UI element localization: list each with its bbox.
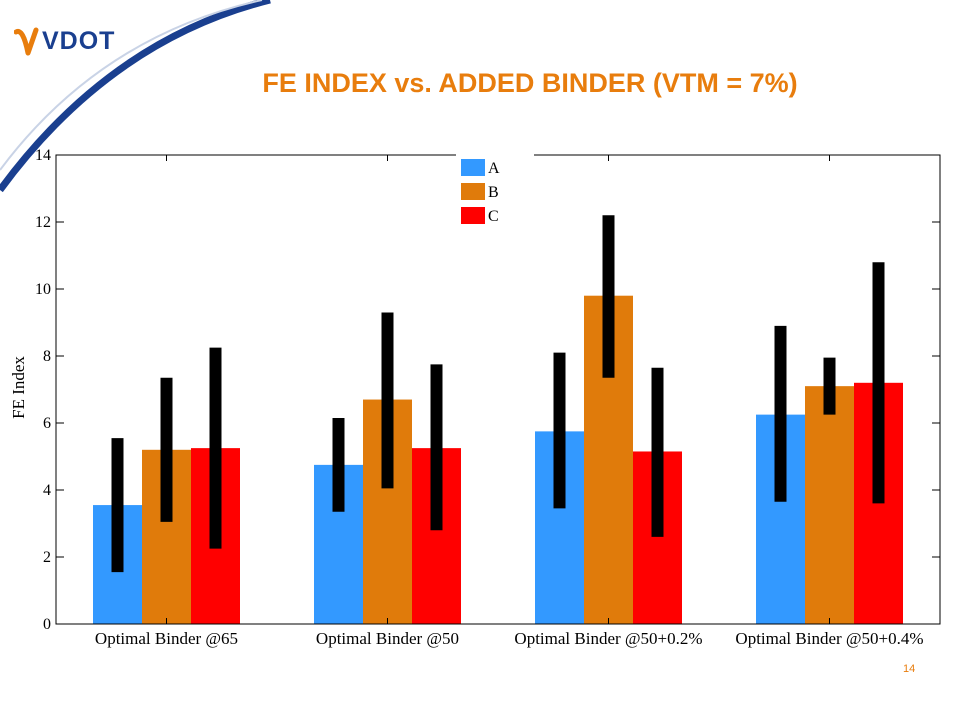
y-tick-label: 4	[43, 482, 51, 499]
y-tick-label: 10	[35, 281, 51, 298]
x-tick-label: Optimal Binder @50	[316, 629, 459, 648]
page-number: 14	[903, 663, 916, 675]
y-axis-label: FE Index	[9, 356, 28, 419]
logo-swoosh-icon	[14, 27, 39, 56]
bar-b	[805, 386, 854, 624]
legend-swatch-b	[461, 183, 485, 200]
slide-title: FE INDEX vs. ADDED BINDER (VTM = 7%)	[262, 68, 798, 98]
y-tick-label: 0	[43, 616, 51, 633]
legend-swatch-a	[461, 159, 485, 176]
x-tick-label: Optimal Binder @50+0.2%	[514, 629, 702, 648]
legend-label-a: A	[488, 160, 500, 177]
legend-label-c: C	[488, 208, 499, 225]
y-tick-label: 8	[43, 348, 51, 365]
x-tick-label: Optimal Binder @65	[95, 629, 238, 648]
logo-text: VDOT	[42, 26, 116, 55]
vdot-logo: VDOT	[14, 26, 115, 56]
y-tick-label: 2	[43, 549, 51, 566]
y-tick-label: 14	[35, 147, 51, 164]
y-tick-label: 12	[35, 214, 51, 231]
legend-label-b: B	[488, 184, 499, 201]
legend-swatch-c	[461, 207, 485, 224]
x-tick-label: Optimal Binder @50+0.4%	[735, 629, 923, 648]
y-tick-label: 6	[43, 415, 51, 432]
